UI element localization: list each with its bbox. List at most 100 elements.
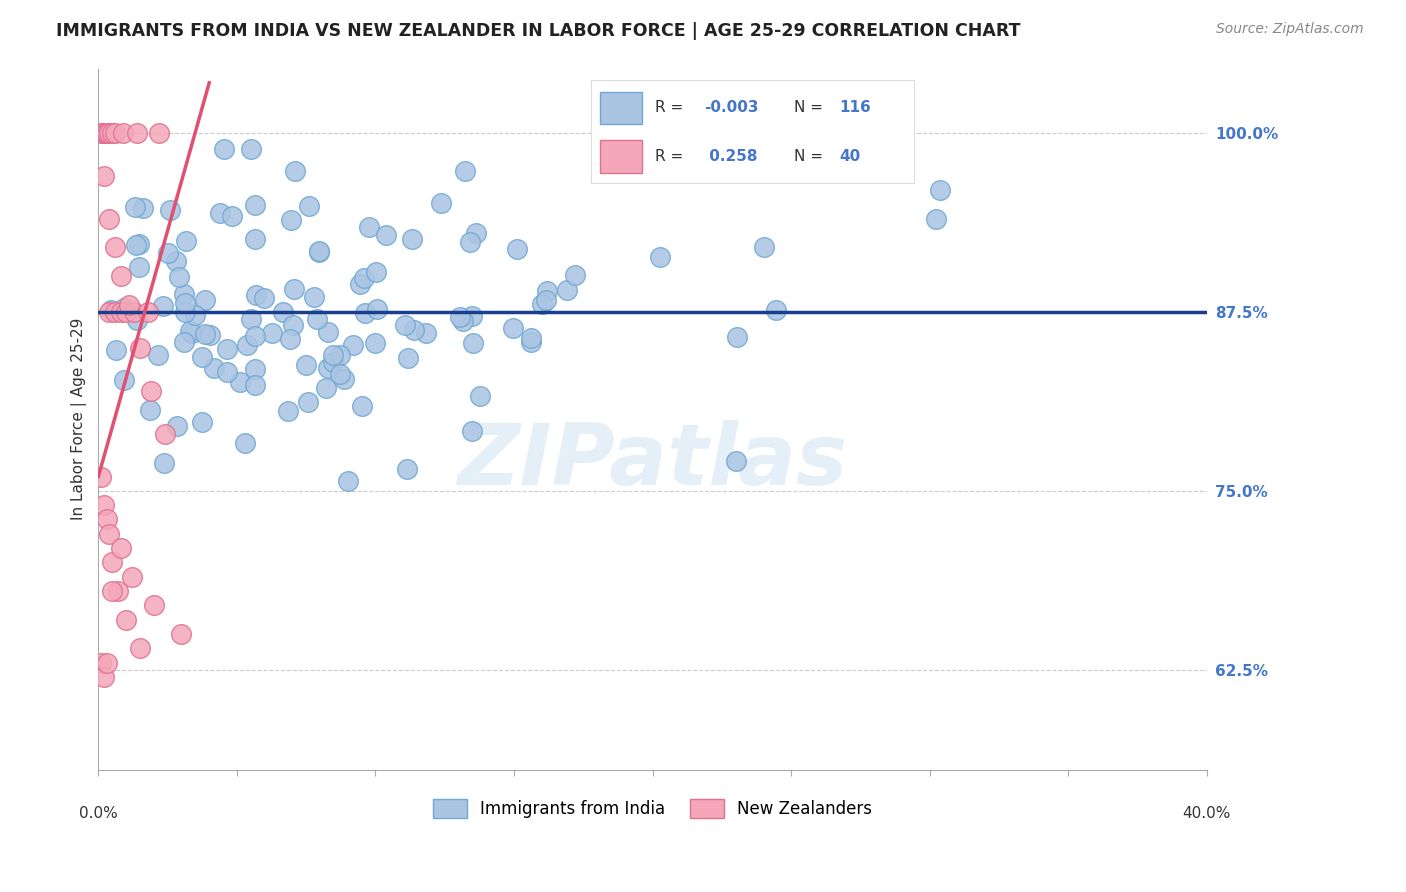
Point	[352, 399, 374, 413]
Point	[461, 309, 484, 323]
Point	[240, 142, 263, 156]
Point	[233, 436, 256, 450]
Point	[173, 335, 195, 350]
Point	[315, 380, 337, 394]
Point	[564, 268, 586, 282]
Point	[297, 395, 319, 409]
Point	[243, 329, 266, 343]
Point	[98, 211, 121, 226]
Point	[295, 358, 318, 372]
Point	[305, 312, 328, 326]
Point	[283, 282, 305, 296]
Point	[104, 240, 127, 254]
Point	[101, 126, 124, 140]
Point	[129, 341, 152, 355]
Point	[112, 373, 135, 387]
Point	[520, 331, 543, 345]
Point	[502, 321, 524, 335]
Point	[112, 126, 135, 140]
Text: -0.003: -0.003	[704, 101, 758, 115]
Point	[506, 243, 529, 257]
Point	[152, 300, 174, 314]
Point	[112, 301, 135, 315]
Point	[115, 613, 138, 627]
Text: IMMIGRANTS FROM INDIA VS NEW ZEALANDER IN LABOR FORCE | AGE 25-29 CORRELATION CH: IMMIGRANTS FROM INDIA VS NEW ZEALANDER I…	[56, 22, 1021, 40]
Point	[271, 305, 294, 319]
Point	[253, 291, 276, 305]
Point	[121, 570, 143, 584]
Point	[173, 305, 195, 319]
Point	[173, 287, 195, 301]
Point	[129, 641, 152, 656]
Point	[243, 198, 266, 212]
Point	[101, 584, 124, 599]
Point	[402, 323, 425, 337]
Text: ZIPatlas: ZIPatlas	[457, 420, 848, 503]
Point	[449, 310, 471, 324]
Point	[765, 303, 787, 318]
Point	[531, 297, 554, 311]
Point	[184, 308, 207, 322]
Point	[465, 226, 488, 240]
Point	[415, 326, 437, 340]
Point	[308, 244, 330, 258]
Point	[336, 474, 359, 488]
Point	[128, 260, 150, 274]
Point	[329, 367, 352, 381]
Point	[194, 326, 217, 341]
Point	[100, 302, 122, 317]
Point	[96, 656, 118, 670]
Point	[93, 169, 115, 183]
Point	[165, 253, 187, 268]
Point	[96, 512, 118, 526]
Point	[243, 377, 266, 392]
Point	[153, 426, 176, 441]
FancyBboxPatch shape	[600, 92, 643, 124]
Point	[316, 325, 339, 339]
Point	[229, 375, 252, 389]
Text: 40.0%: 40.0%	[1182, 805, 1232, 821]
Point	[925, 211, 948, 226]
Point	[170, 627, 193, 641]
Point	[110, 305, 132, 319]
Legend: Immigrants from India, New Zealanders: Immigrants from India, New Zealanders	[427, 792, 879, 825]
Point	[139, 384, 162, 398]
Point	[110, 541, 132, 555]
Point	[153, 456, 176, 470]
Text: 116: 116	[839, 101, 872, 115]
Point	[110, 269, 132, 284]
Point	[198, 328, 221, 343]
Text: R =: R =	[655, 149, 689, 164]
Point	[124, 305, 146, 319]
Point	[191, 350, 214, 364]
Point	[127, 126, 149, 140]
Point	[322, 348, 344, 362]
Point	[650, 250, 672, 264]
Point	[115, 305, 138, 319]
Text: N =: N =	[794, 101, 828, 115]
Point	[215, 365, 238, 379]
Point	[461, 424, 484, 438]
Point	[194, 293, 217, 308]
Point	[239, 312, 262, 326]
Point	[453, 314, 475, 328]
Point	[298, 199, 321, 213]
Point	[212, 142, 235, 156]
Point	[180, 326, 202, 341]
Point	[124, 200, 146, 214]
Point	[90, 656, 112, 670]
Point	[208, 205, 231, 219]
Point	[148, 126, 170, 140]
Point	[98, 305, 121, 319]
Point	[322, 355, 344, 369]
Point	[101, 556, 124, 570]
Point	[359, 219, 381, 234]
Point	[375, 227, 398, 242]
Point	[555, 284, 578, 298]
Point	[395, 462, 418, 476]
Point	[725, 329, 748, 343]
Point	[104, 126, 127, 140]
Point	[454, 163, 477, 178]
Point	[142, 599, 165, 613]
Point	[90, 469, 112, 483]
